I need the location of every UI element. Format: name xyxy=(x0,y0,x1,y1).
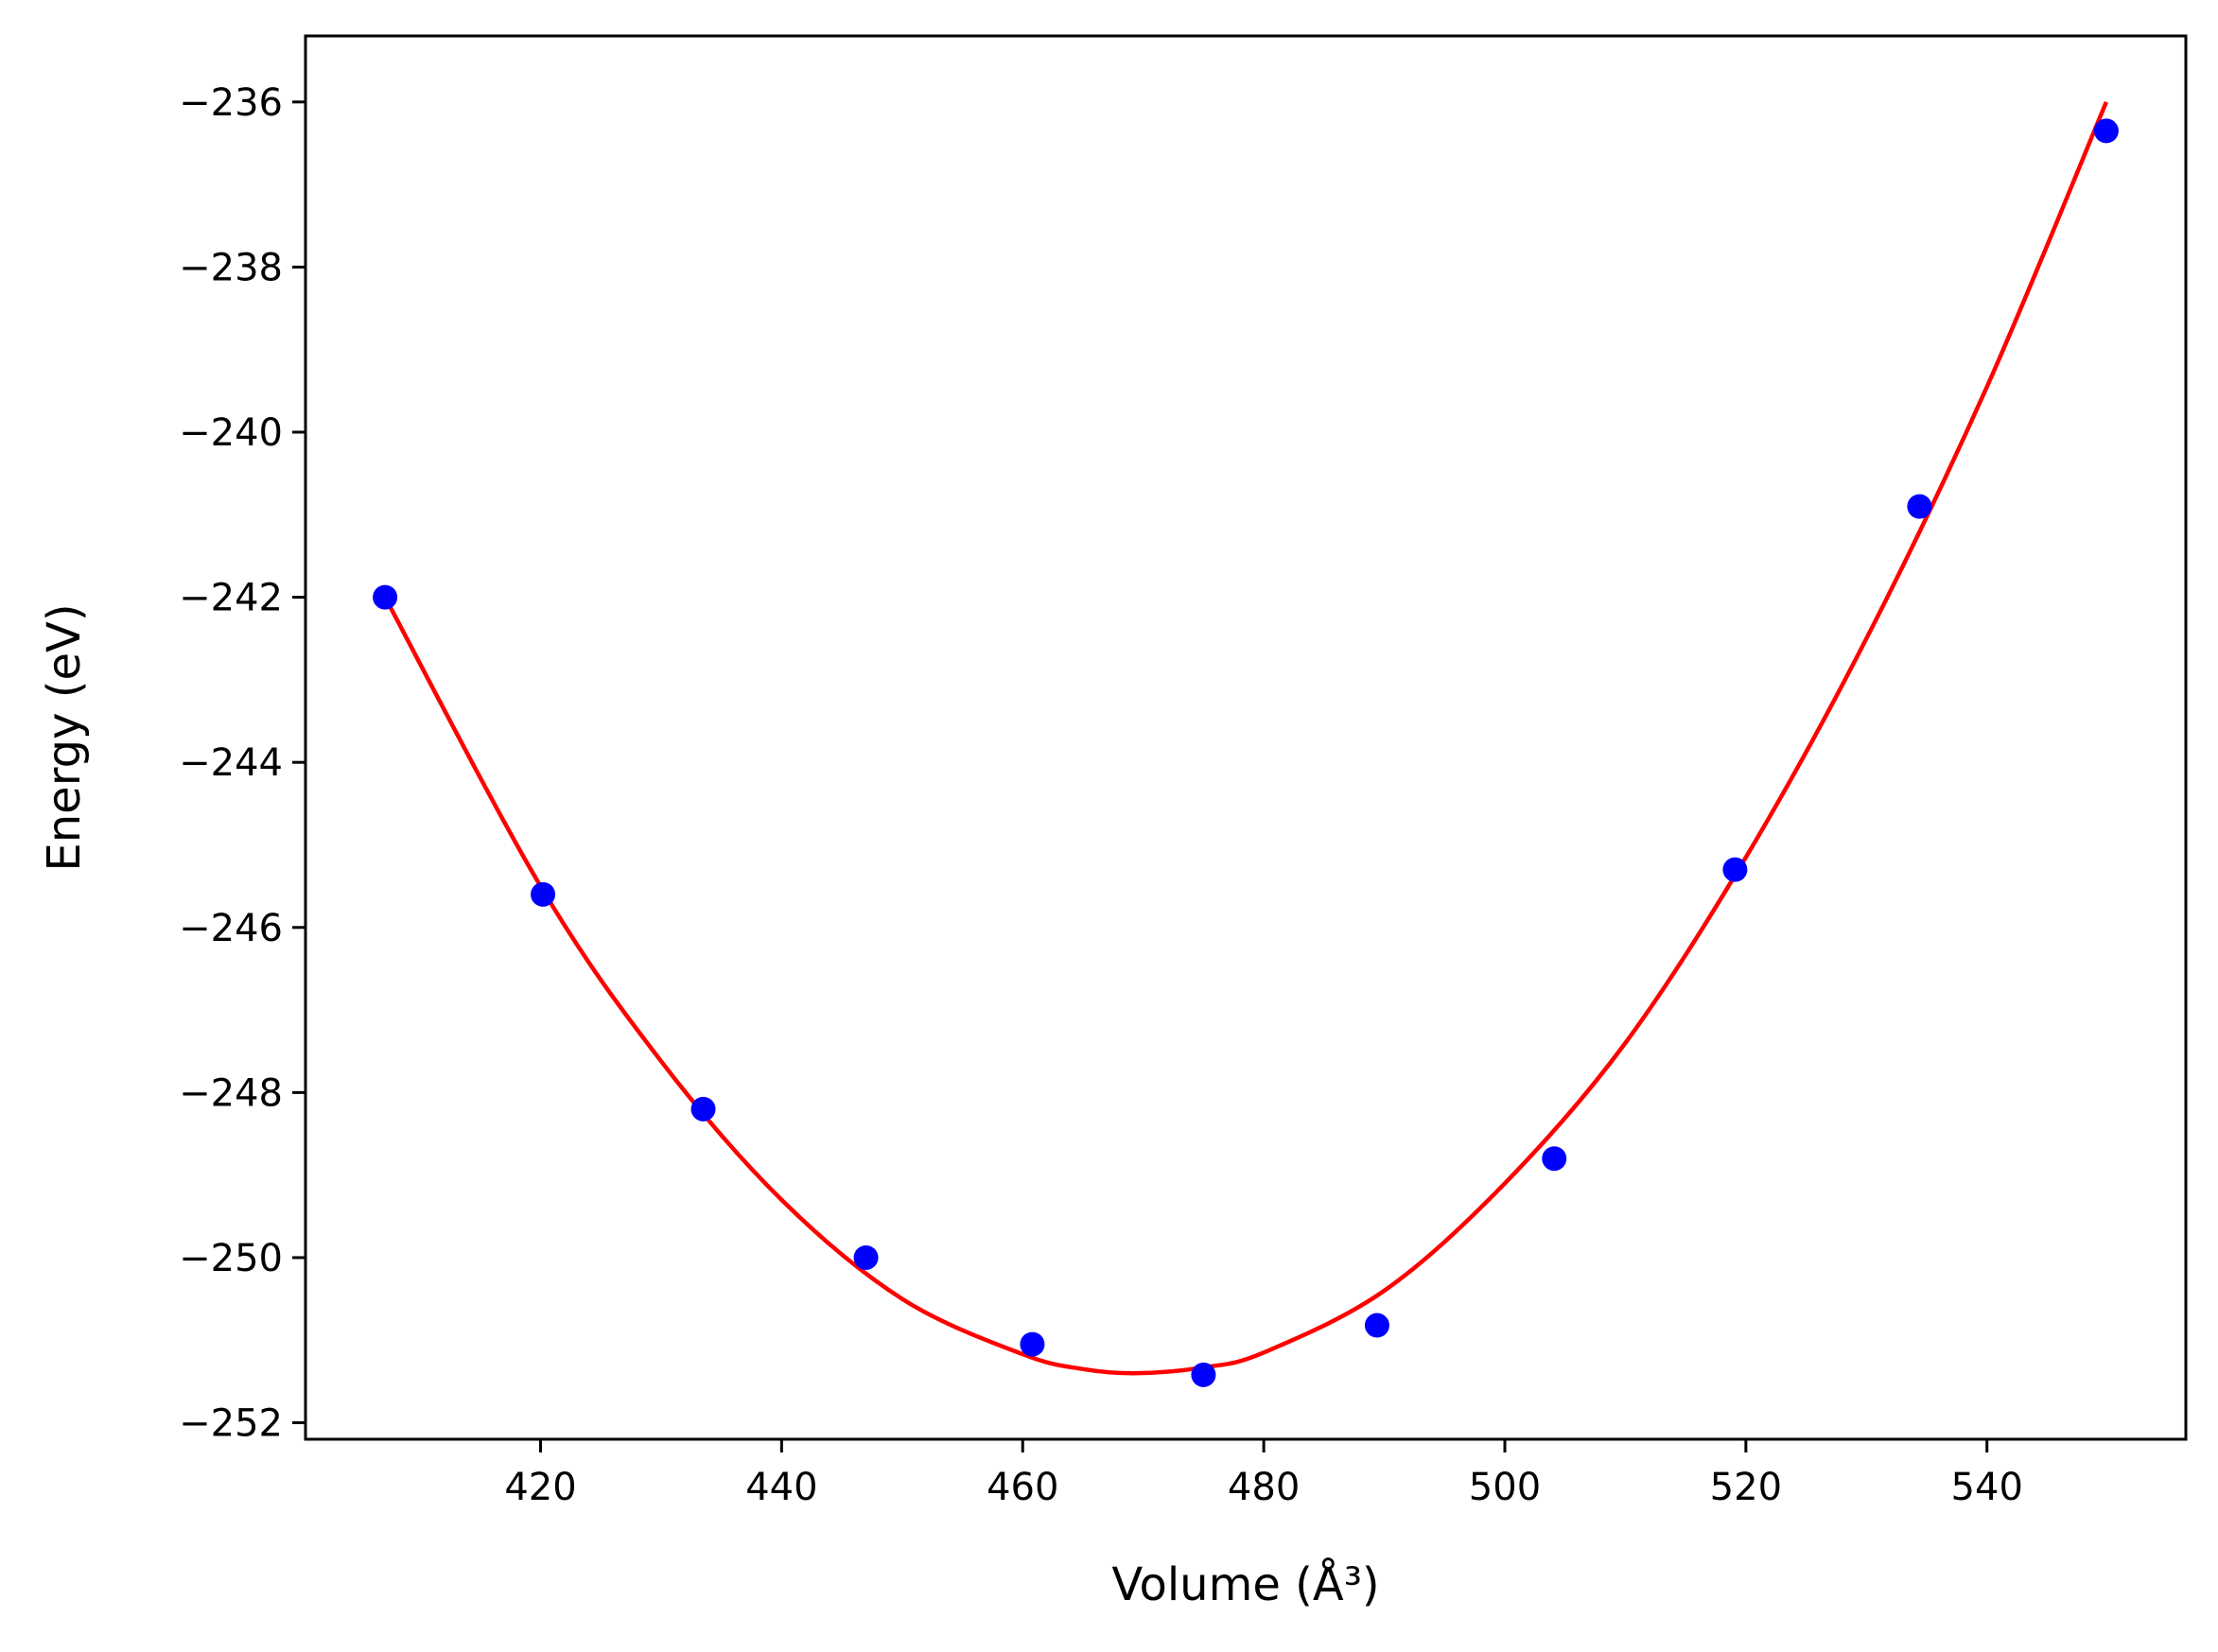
x-tick-label: 500 xyxy=(1469,1466,1541,1509)
x-tick-label: 460 xyxy=(987,1466,1058,1509)
data-point xyxy=(853,1244,879,1270)
data-point xyxy=(531,881,556,907)
y-tick-label: −252 xyxy=(179,1402,283,1446)
data-point xyxy=(1722,857,1748,882)
y-tick-label: −244 xyxy=(179,741,283,785)
y-tick-label: −236 xyxy=(179,81,283,125)
data-point xyxy=(1020,1331,1045,1357)
data-point xyxy=(2093,118,2119,144)
data-point xyxy=(1191,1362,1216,1387)
fit-curve-layer xyxy=(383,100,2108,1376)
data-point xyxy=(1907,494,1932,519)
data-points-layer xyxy=(373,118,2119,1387)
y-tick-label: −246 xyxy=(179,907,283,950)
plot-frame xyxy=(304,34,2188,1441)
x-axis-label: Volume (Å³) xyxy=(1111,1557,1379,1611)
x-axis-ticks: 420 440 460 480 500 520 540 xyxy=(504,1439,2023,1509)
y-axis-label: Energy (eV) xyxy=(38,603,91,871)
y-tick-label: −250 xyxy=(179,1237,283,1280)
x-tick-label: 480 xyxy=(1228,1466,1300,1509)
y-tick-label: −238 xyxy=(179,246,283,289)
y-tick-label: −240 xyxy=(179,411,283,455)
y-tick-label: −242 xyxy=(179,577,283,620)
data-point xyxy=(1364,1313,1389,1338)
x-tick-label: 440 xyxy=(745,1466,817,1509)
fit-curve xyxy=(383,100,2108,1376)
x-tick-label: 420 xyxy=(504,1466,576,1509)
data-point xyxy=(690,1096,716,1122)
y-axis-ticks: −252 −250 −248 −246 −244 −242 −240 −238 −236 xyxy=(179,81,306,1446)
data-point xyxy=(1542,1146,1567,1172)
y-tick-label: −248 xyxy=(179,1071,283,1115)
x-tick-label: 540 xyxy=(1951,1466,2023,1509)
data-point xyxy=(373,584,398,610)
x-tick-label: 520 xyxy=(1710,1466,1782,1509)
